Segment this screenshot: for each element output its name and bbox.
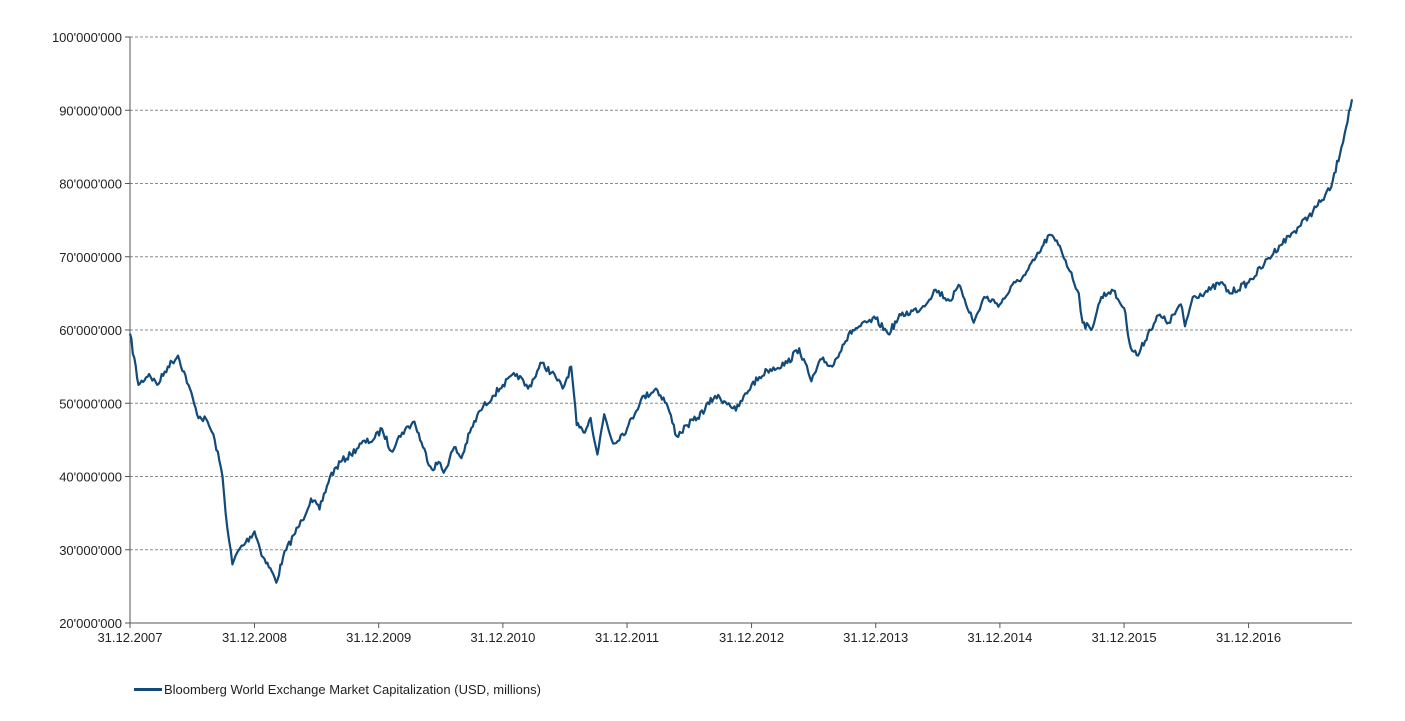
y-tick-label: 40'000'000 <box>59 470 122 485</box>
x-tick-label: 31.12.2012 <box>719 630 784 645</box>
x-axis: 31.12.2007 31.12.2008 31.12.2009 31.12.2010… <box>97 622 1352 645</box>
x-tick-label: 31.12.2014 <box>967 630 1032 645</box>
y-tick-label: 80'000'000 <box>59 177 122 192</box>
x-tick-label: 31.12.2016 <box>1216 630 1281 645</box>
x-tick-label: 31.12.2010 <box>470 630 535 645</box>
y-tick-label: 60'000'000 <box>59 323 122 338</box>
y-axis: 20'000'000 30'000'000 40'000'000 50'000'000… <box>52 30 131 631</box>
series-layer <box>128 99 1354 584</box>
gridlines <box>130 36 1352 551</box>
x-tick-label: 31.12.2011 <box>595 630 659 645</box>
y-tick-label: 70'000'000 <box>59 250 122 265</box>
legend-label: Bloomberg World Exchange Market Capitali… <box>164 682 541 697</box>
x-tick-label: 31.12.2008 <box>222 630 287 645</box>
x-tick-label: 31.12.2007 <box>97 630 162 645</box>
x-tick-label: 31.12.2013 <box>843 630 908 645</box>
x-tick-label: 31.12.2009 <box>346 630 411 645</box>
y-tick-label: 50'000'000 <box>59 396 122 411</box>
y-tick-label: 100'000'000 <box>52 30 122 45</box>
legend: Bloomberg World Exchange Market Capitali… <box>134 682 541 697</box>
y-tick-label: 90'000'000 <box>59 103 122 118</box>
y-tick-label: 30'000'000 <box>59 543 122 558</box>
series-line-market-cap <box>128 99 1354 584</box>
x-tick-label: 31.12.2015 <box>1092 630 1157 645</box>
y-tick-label: 20'000'000 <box>59 616 122 631</box>
legend-swatch <box>134 688 162 691</box>
